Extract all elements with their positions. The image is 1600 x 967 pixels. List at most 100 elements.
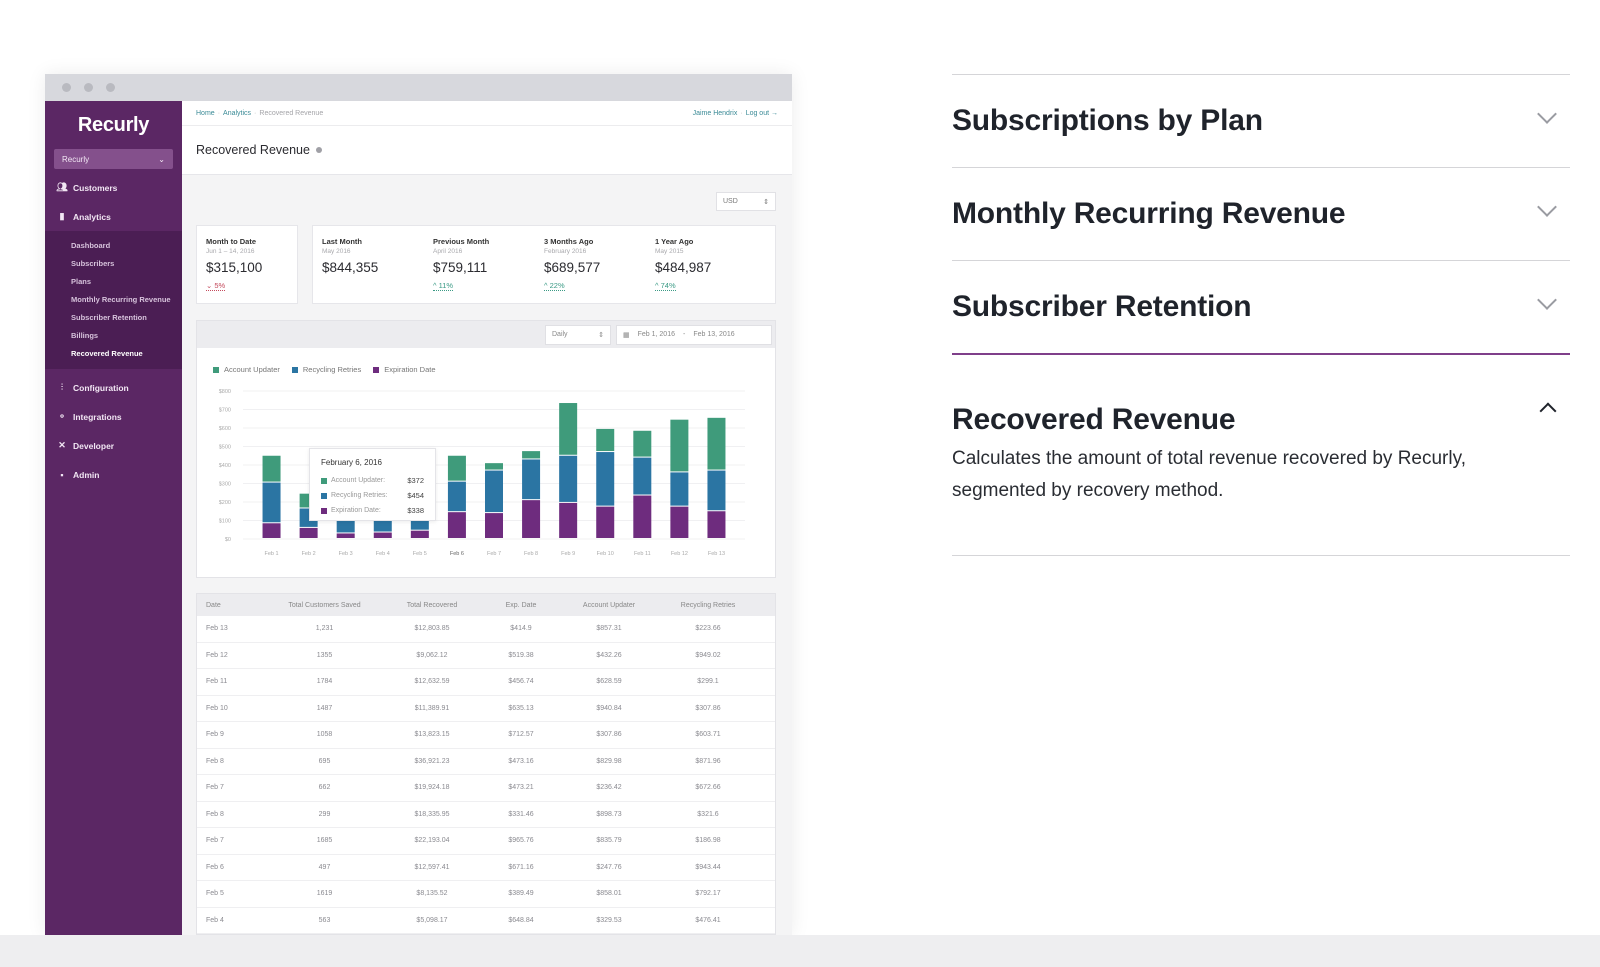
sidebar-item-customers[interactable]: 👥︎ Customers	[45, 173, 182, 202]
bar-segment-recycling-retries[interactable]	[596, 452, 615, 506]
table-row[interactable]: Feb 6 497 $12,597.41 $671.16 $247.76 $943.44	[197, 855, 775, 881]
table-cell: $18,335.95	[414, 810, 450, 818]
table-row[interactable]: Feb 5 1619 $8,135.52 $389.49 $858.01 $792.17	[197, 881, 775, 908]
breadcrumb-home[interactable]: Home	[196, 109, 215, 117]
table-cell: Feb 8	[206, 810, 224, 818]
bar-segment-expiration-date[interactable]	[447, 512, 466, 538]
table-cell: 1685	[316, 837, 333, 845]
table-row[interactable]: Feb 7 662 $19,924.18 $473.21 $236.42 $672.66	[197, 775, 775, 802]
column-header[interactable]: Date	[206, 601, 221, 609]
site-select[interactable]: Recurly ⌄	[54, 149, 173, 169]
subnav-item-billings[interactable]: Billings	[71, 331, 99, 340]
bar-segment-expiration-date[interactable]	[262, 523, 281, 538]
column-header[interactable]: Total Customers Saved	[288, 601, 361, 609]
accordion-item-subscriber-retention[interactable]: Subscriber Retention	[952, 260, 1570, 353]
table-row[interactable]: Feb 7 1685 $22,193.04 $965.76 $835.79 $186.98	[197, 828, 775, 855]
bar-segment-account-updater[interactable]	[262, 455, 281, 482]
bar-segment-account-updater[interactable]	[596, 428, 615, 452]
table-cell: Feb 5	[206, 890, 224, 898]
column-header[interactable]: Account Updater	[582, 601, 636, 609]
table-row[interactable]: Feb 8 299 $18,335.95 $331.46 $898.73 $321.6	[197, 802, 775, 828]
legend-item-expiration-date[interactable]: Expiration Date	[373, 365, 436, 374]
bar-segment-expiration-date[interactable]	[670, 506, 689, 538]
subnav-item-plans[interactable]: Plans	[71, 277, 92, 286]
table-cell: $858.01	[596, 890, 622, 898]
bar-segment-account-updater[interactable]	[522, 451, 541, 459]
accordion-header[interactable]: Monthly Recurring Revenue	[952, 168, 1570, 260]
table-row[interactable]: Feb 13 1,231 $12,803.85 $414.9 $857.31 $223.6…	[197, 616, 775, 643]
column-header[interactable]: Exp. Date	[505, 601, 537, 609]
legend-item-recycling-retries[interactable]: Recycling Retries	[291, 365, 361, 374]
kpi-label: Month to Date	[206, 237, 256, 246]
bar-segment-expiration-date[interactable]	[596, 506, 615, 538]
sidebar-item-configuration[interactable]: ⫶ Configuration	[45, 373, 182, 402]
subnav-item-retention[interactable]: Subscriber Retention	[71, 313, 147, 322]
user-name-link[interactable]: Jaime Hendrix	[692, 109, 738, 117]
table-row[interactable]: Feb 8 695 $36,921.23 $473.16 $829.98 $871.96	[197, 749, 775, 775]
bar-segment-recycling-retries[interactable]	[447, 481, 466, 512]
date-range-picker[interactable]: ▦ Feb 1, 2016 - Feb 13, 2016	[616, 324, 772, 345]
bar-segment-account-updater[interactable]	[670, 419, 689, 472]
bar-segment-expiration-date[interactable]	[485, 513, 503, 538]
table-row[interactable]: Feb 11 1784 $12,632.59 $456.74 $628.59 $299.1	[197, 669, 775, 696]
subnav-item-recovered-revenue[interactable]: Recovered Revenue	[71, 349, 143, 358]
bar-segment-recycling-retries[interactable]	[633, 457, 652, 495]
browser-mockup: Recurly Recurly ⌄ 👥︎ Customers ▮ Analyti…	[45, 74, 792, 935]
table-row[interactable]: Feb 9 1058 $13,823.15 $712.57 $307.86 $603.71	[197, 722, 775, 749]
sliders-icon: ⫶	[60, 382, 64, 392]
table-row[interactable]: Feb 10 1487 $11,389.91 $635.13 $940.84 $307.8…	[197, 696, 775, 722]
bar-segment-account-updater[interactable]	[633, 430, 652, 457]
bar-segment-expiration-date[interactable]	[299, 527, 318, 538]
bar-segment-expiration-date[interactable]	[559, 502, 578, 538]
table-cell: 1619	[316, 890, 333, 898]
column-header[interactable]: Recycling Retries	[680, 601, 736, 609]
currency-select[interactable]: USD ⇕	[716, 192, 776, 211]
bar-segment-recycling-retries[interactable]	[707, 470, 726, 511]
breadcrumb-analytics[interactable]: Analytics	[223, 109, 252, 117]
sidebar-item-analytics[interactable]: ▮ Analytics	[45, 202, 182, 231]
bar-segment-expiration-date[interactable]	[336, 533, 355, 538]
bar-segment-recycling-retries[interactable]	[670, 472, 689, 506]
bar-segment-expiration-date[interactable]	[633, 495, 652, 538]
sidebar-item-admin[interactable]: ▪ Admin	[45, 460, 182, 489]
subnav-item-mrr[interactable]: Monthly Recurring Revenue	[71, 295, 171, 304]
table-row[interactable]: Feb 12 1355 $9,062.12 $519.38 $432.26 $949.02	[197, 643, 775, 669]
bar-segment-account-updater[interactable]	[447, 455, 466, 481]
table-cell: Feb 7	[206, 784, 224, 792]
y-tick-label: $600	[219, 426, 231, 432]
sidebar-item-integrations[interactable]: ⚬ Integrations	[45, 402, 182, 431]
table-row[interactable]: Feb 4 563 $5,098.17 $648.84 $329.53 $476.41	[197, 908, 775, 934]
accordion-item-recovered-revenue[interactable]: Recovered Revenue Calculates the amount …	[952, 353, 1570, 555]
sidebar-item-developer[interactable]: ✕ Developer	[45, 431, 182, 460]
accordion-item-monthly-recurring-revenue[interactable]: Monthly Recurring Revenue	[952, 167, 1570, 260]
customers-icon: 👥︎	[56, 182, 68, 192]
accordion-header[interactable]: Recovered Revenue	[952, 355, 1570, 443]
accordion-item-subscriptions-by-plan[interactable]: Subscriptions by Plan	[952, 74, 1570, 167]
bar-segment-expiration-date[interactable]	[373, 532, 392, 538]
bar-segment-account-updater[interactable]	[559, 403, 578, 455]
bar-segment-recycling-retries[interactable]	[485, 470, 503, 513]
info-icon[interactable]	[315, 147, 322, 153]
accordion-header[interactable]: Subscriber Retention	[952, 261, 1570, 353]
tooltip-label: Account Updater:	[331, 477, 386, 484]
column-header[interactable]: Total Recovered	[406, 601, 458, 609]
period-select[interactable]: Daily ⇕	[545, 324, 611, 345]
updown-icon: ⇕	[763, 198, 769, 206]
main-content: Home · Analytics · Recovered Revenue Jaime H…	[182, 101, 792, 935]
logout-link[interactable]: Log out →	[745, 109, 778, 117]
bar-segment-recycling-retries[interactable]	[262, 482, 281, 523]
accordion-title: Subscriptions by Plan	[952, 104, 1263, 137]
bar-segment-expiration-date[interactable]	[410, 530, 429, 538]
bar-segment-expiration-date[interactable]	[707, 511, 726, 538]
legend-item-account-updater[interactable]: Account Updater	[213, 365, 280, 374]
bar-segment-recycling-retries[interactable]	[559, 455, 578, 502]
subnav-item-subscribers[interactable]: Subscribers	[71, 259, 115, 268]
bar-segment-account-updater[interactable]	[485, 463, 503, 470]
bar-segment-recycling-retries[interactable]	[522, 459, 541, 500]
table-cell: Feb 11	[206, 678, 228, 686]
bar-segment-expiration-date[interactable]	[522, 500, 541, 538]
accordion-header[interactable]: Subscriptions by Plan	[952, 75, 1570, 167]
breadcrumb-current: Recovered Revenue	[259, 109, 324, 117]
bar-segment-account-updater[interactable]	[707, 417, 726, 470]
subnav-item-dashboard[interactable]: Dashboard	[71, 241, 111, 250]
